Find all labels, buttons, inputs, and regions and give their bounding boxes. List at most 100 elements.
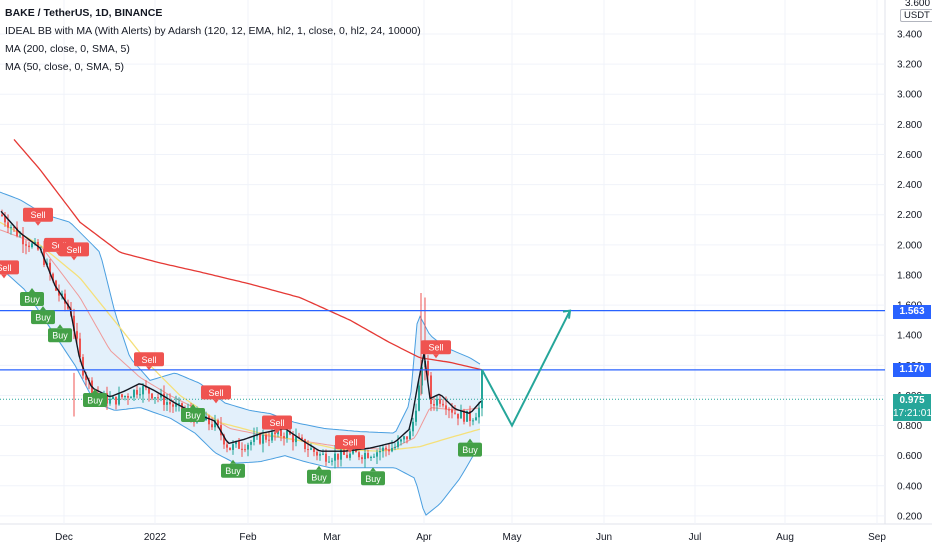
candle-body xyxy=(472,420,474,422)
candle-body xyxy=(478,408,480,418)
time-axis[interactable]: Dec 2022 Feb Mar Apr May Jun Jul Aug Sep xyxy=(55,532,886,543)
svg-text:Buy: Buy xyxy=(225,466,241,476)
candle-body xyxy=(412,421,414,432)
candle-body xyxy=(421,367,423,386)
candle-body xyxy=(4,215,6,223)
price-tick-label: 2.600 xyxy=(897,150,922,161)
horizontal-levels[interactable] xyxy=(0,310,885,400)
sell-signal: Sell xyxy=(421,340,451,359)
candle-body xyxy=(349,453,351,458)
candle-body xyxy=(427,361,429,376)
current-price-tag[interactable]: 0.975 xyxy=(893,394,931,408)
candle-body xyxy=(415,410,417,422)
candle-body xyxy=(226,444,228,448)
candle-body xyxy=(262,434,264,444)
candle-body xyxy=(448,409,450,411)
candle-body xyxy=(91,380,93,397)
candle-body xyxy=(217,420,219,426)
candle-body xyxy=(133,389,135,398)
candle-body xyxy=(385,447,387,450)
candle-body xyxy=(76,331,78,339)
candle-body xyxy=(352,449,354,454)
candle-body xyxy=(31,243,33,248)
candle-body xyxy=(250,441,252,445)
price-axis[interactable]: 3.400 3.200 3.000 2.800 2.600 2.400 2.200 2.000… xyxy=(897,0,930,522)
buy-signal: Buy xyxy=(20,288,44,307)
svg-text:Sell: Sell xyxy=(66,245,81,255)
candle-body xyxy=(166,402,168,405)
candle-body xyxy=(16,227,18,236)
candle-body xyxy=(229,447,231,450)
candle-body xyxy=(307,449,309,451)
indicator-bb-label[interactable]: IDEAL BB with MA (With Alerts) by Adarsh… xyxy=(5,25,421,37)
sell-signal: Sell xyxy=(23,207,53,226)
candle-body xyxy=(304,439,306,450)
band-upper xyxy=(0,191,481,434)
candle-body xyxy=(58,290,60,296)
candle-body xyxy=(439,399,441,404)
candle-body xyxy=(157,397,159,399)
candle-body xyxy=(208,416,210,425)
indicator-ma200-label[interactable]: MA (200, close, 0, SMA, 5) xyxy=(5,43,130,55)
candle-body xyxy=(151,393,153,399)
indicator-ma50-label[interactable]: MA (50, close, 0, SMA, 5) xyxy=(5,61,125,73)
candle-body xyxy=(25,244,27,246)
buy-signal: Buy xyxy=(181,404,205,423)
candle-body xyxy=(280,429,282,437)
projection-line[interactable] xyxy=(481,310,571,428)
level-low-tag[interactable]: 1.170 xyxy=(893,363,931,377)
price-tick-label: 0.400 xyxy=(897,481,922,492)
time-tick-label: Mar xyxy=(323,532,341,543)
candle-body xyxy=(367,452,369,458)
buy-signal: Buy xyxy=(31,306,55,325)
price-tick-label: 3.000 xyxy=(897,90,922,101)
candle-body xyxy=(361,457,363,460)
price-tick-label: 3.400 xyxy=(897,30,922,41)
svg-text:Buy: Buy xyxy=(35,313,51,323)
candle-body xyxy=(124,395,126,398)
candle-body xyxy=(379,450,381,453)
candle-body xyxy=(238,441,240,449)
candle-body xyxy=(463,410,465,422)
candle-body xyxy=(343,449,345,455)
candle-body xyxy=(154,397,156,399)
sell-signal: Sell xyxy=(134,352,164,371)
candle-body xyxy=(115,396,117,405)
candle-body xyxy=(364,452,366,460)
candle-body xyxy=(136,389,138,395)
candle-body xyxy=(274,432,276,435)
price-tick-label: 2.800 xyxy=(897,120,922,131)
candle-body xyxy=(409,431,411,440)
buy-signal: Buy xyxy=(83,388,107,407)
candle-body xyxy=(397,441,399,447)
currency-label[interactable]: USDT xyxy=(900,9,932,22)
candle-body xyxy=(118,394,120,405)
candle-body xyxy=(244,449,246,451)
candle-body xyxy=(466,410,468,422)
level-high-tag[interactable]: 1.563 xyxy=(893,305,931,319)
candle-body xyxy=(283,436,285,439)
candle-body xyxy=(52,273,54,281)
price-tick-label: 2.200 xyxy=(897,210,922,221)
svg-text:Buy: Buy xyxy=(52,331,68,341)
price-tick-label: 1.800 xyxy=(897,270,922,281)
candle-body xyxy=(13,227,15,229)
time-tick-label: Jun xyxy=(596,532,612,543)
candle-body xyxy=(313,448,315,452)
buy-signal: Buy xyxy=(458,438,482,457)
band-fill xyxy=(0,192,480,516)
price-tick-label: 0.200 xyxy=(897,511,922,522)
candle-body xyxy=(214,420,216,428)
candle-body xyxy=(457,413,459,419)
sell-signal: Sell xyxy=(262,415,292,434)
candle-body xyxy=(163,393,165,405)
candle-body xyxy=(295,436,297,443)
buy-signal: Buy xyxy=(361,467,385,486)
price-tick-label: 3.200 xyxy=(897,60,922,71)
svg-text:Buy: Buy xyxy=(87,395,103,405)
candle-body xyxy=(7,222,9,228)
candle-body xyxy=(388,449,390,452)
projection-path[interactable] xyxy=(481,309,572,428)
candle-body xyxy=(211,424,213,428)
